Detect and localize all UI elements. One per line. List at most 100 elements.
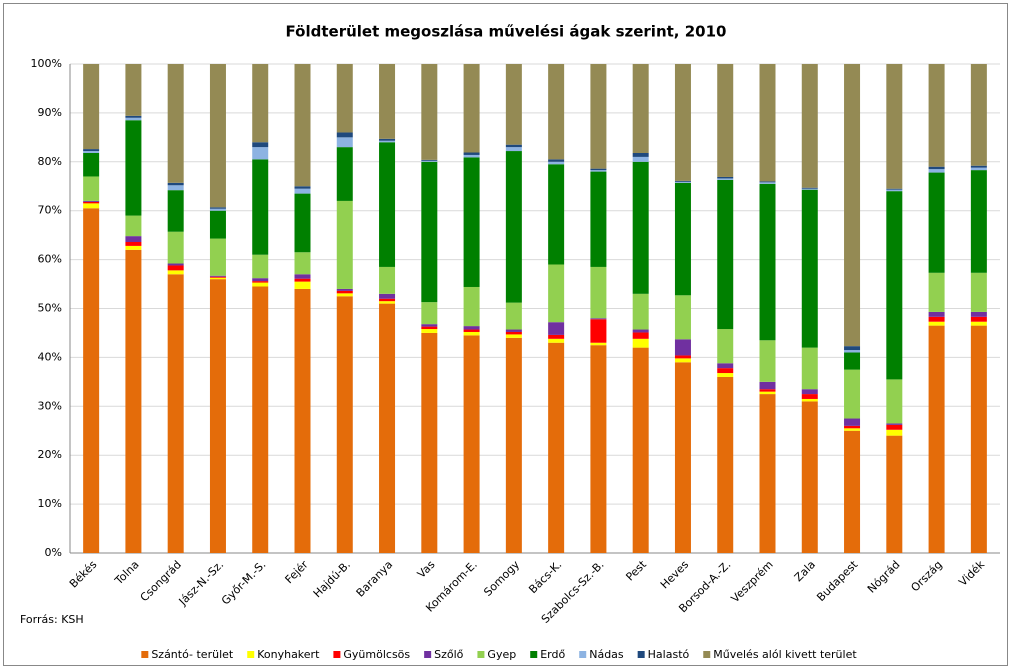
bar-segment <box>463 329 480 332</box>
bar-segment <box>379 303 396 553</box>
bar-segment <box>379 266 396 294</box>
bar-segment <box>125 215 142 237</box>
bar-segment <box>632 152 649 157</box>
y-tick-label: 20% <box>38 448 62 461</box>
bar-segment <box>252 282 269 287</box>
bar-segment <box>421 160 438 162</box>
bar-segment <box>294 193 311 253</box>
bar-segment <box>928 311 945 317</box>
bar-segment <box>294 188 311 194</box>
bar-segment <box>844 352 861 370</box>
legend-label: Nádas <box>589 648 624 661</box>
bar-segment <box>336 64 353 133</box>
bar-segment <box>379 301 396 304</box>
bar-segment <box>421 332 438 553</box>
bar-segment <box>717 176 734 179</box>
legend-label: Szántó- terület <box>151 648 234 661</box>
bar-segment <box>801 64 818 188</box>
bar-segment <box>886 429 903 436</box>
bar-segment <box>886 424 903 430</box>
bar-segment <box>844 350 861 353</box>
legend-label: Gyep <box>487 648 516 661</box>
bar-segment <box>505 147 522 152</box>
bar-segment <box>801 187 818 189</box>
bar-segment <box>294 274 311 279</box>
bar-segment <box>674 180 691 182</box>
legend-label: Halastó <box>648 648 690 661</box>
bar-segment <box>632 347 649 553</box>
bar-segment <box>590 319 607 343</box>
bar-segment <box>294 64 311 187</box>
bar-segment <box>209 207 226 209</box>
bar-segment <box>209 238 226 276</box>
bar-segment <box>294 252 311 275</box>
bar-segment <box>970 167 987 171</box>
bar-segment <box>632 338 649 348</box>
bar-segment <box>970 311 987 317</box>
legend-swatch <box>579 651 587 658</box>
y-tick-label: 90% <box>38 106 62 119</box>
bar-segment <box>505 337 522 553</box>
bar-segment <box>717 64 734 177</box>
bar-segment <box>167 185 184 191</box>
bar-segment <box>505 64 522 145</box>
bar-segment <box>759 391 776 395</box>
bar-segment <box>167 270 184 275</box>
bar-segment <box>548 342 565 553</box>
bar-segment <box>674 355 691 359</box>
bar-segment <box>548 164 565 265</box>
bar-segment <box>505 331 522 335</box>
bar-segment <box>83 201 100 204</box>
bar-segment <box>421 161 438 303</box>
bar-segment <box>632 156 649 162</box>
bar-segment <box>167 263 184 266</box>
bar-segment <box>252 64 269 143</box>
bar-segment <box>505 302 522 330</box>
bar-segment <box>674 358 691 363</box>
bar-segment <box>252 254 269 279</box>
y-tick-label: 0% <box>45 546 62 559</box>
bar-segment <box>674 182 691 296</box>
legend-label: Erdő <box>540 648 565 661</box>
bar-segment <box>717 178 734 180</box>
legend-swatch <box>247 651 255 658</box>
bar-segment <box>590 345 607 553</box>
bar-segment <box>125 245 142 250</box>
bar-segment <box>209 279 226 553</box>
bar-segment <box>928 321 945 326</box>
bar-segment <box>548 334 565 339</box>
bar-segment <box>844 430 861 553</box>
bar-segment <box>674 339 691 356</box>
y-tick-label: 40% <box>38 350 62 363</box>
bar-segment <box>505 144 522 148</box>
bar-segment <box>801 347 818 390</box>
bar-segment <box>970 272 987 312</box>
bar-segment <box>209 64 226 208</box>
bar-segment <box>463 286 480 327</box>
bar-segment <box>632 332 649 339</box>
bar-segment <box>548 264 565 323</box>
bar-segment <box>759 181 776 183</box>
y-tick-label: 50% <box>38 302 62 315</box>
source-note: Forrás: KSH <box>20 613 84 626</box>
bar-segment <box>505 151 522 303</box>
bar-segment <box>970 64 987 166</box>
bar-segment <box>463 331 480 336</box>
bar-segment <box>167 265 184 271</box>
chart-title: Földterület megoszlása művelési ágak sze… <box>286 23 727 41</box>
legend-label: Szőlő <box>434 648 464 661</box>
bar-segment <box>421 329 438 333</box>
bar-segment <box>632 64 649 153</box>
bar-segment <box>83 149 100 152</box>
y-tick-label: 10% <box>38 497 62 510</box>
bar-segment <box>928 64 945 167</box>
legend-label: Művelés alól kivett terület <box>713 648 857 661</box>
bar-segment <box>125 249 142 553</box>
bar-segment <box>125 236 142 242</box>
bar-segment <box>463 154 480 158</box>
bar-segment <box>844 428 861 431</box>
bar-segment <box>379 138 396 141</box>
bar-segment <box>801 398 818 402</box>
bar-segment <box>336 147 353 201</box>
bar-segment <box>209 276 226 278</box>
